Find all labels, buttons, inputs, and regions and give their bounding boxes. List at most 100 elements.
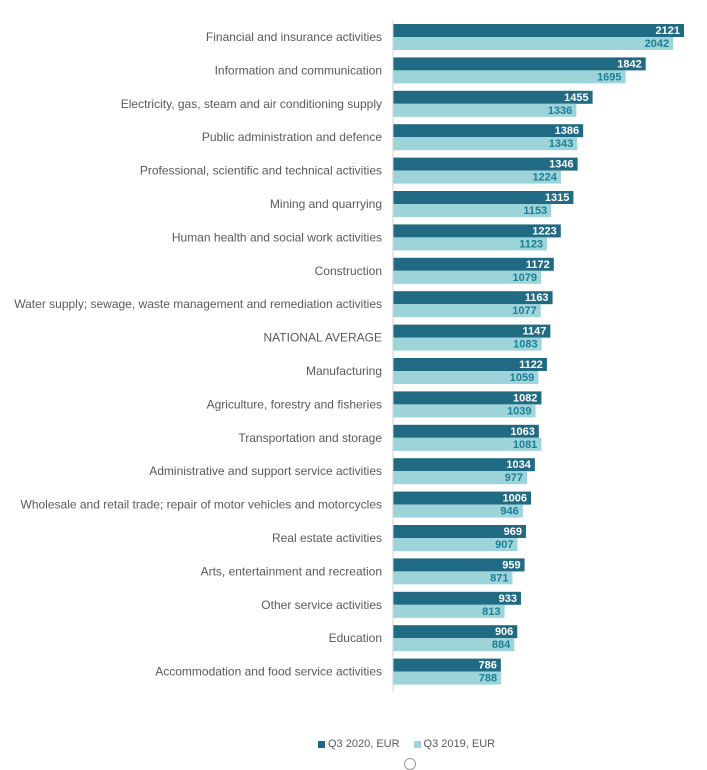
- data-label-q3-2019-construction: 1079: [513, 272, 537, 284]
- data-label-q3-2019-national-average: 1083: [513, 339, 537, 351]
- category-label-education: Education: [329, 631, 382, 645]
- data-label-q3-2020-arts-entertainment-and-recreation: 959: [502, 559, 520, 571]
- data-label-q3-2020-accommodation-and-food-service-activities: 786: [478, 660, 496, 672]
- data-label-q3-2020-transportation-and-storage: 1063: [510, 426, 534, 438]
- category-label-water-supply-sewage-waste-management-and-remediation-activities: Water supply; sewage, waste management a…: [14, 297, 382, 311]
- bar-q3-2019-transportation-and-storage: [393, 437, 542, 451]
- bar-q3-2019-financial-and-insurance-activities: [393, 37, 674, 50]
- category-label-professional-scientific-and-technical-activities: Professional, scientific and technical a…: [140, 164, 382, 178]
- category-label-wholesale-and-retail-trade-repair-of-motor-vehicles-and-motorcycles: Wholesale and retail trade; repair of mo…: [21, 498, 383, 512]
- bar-q3-2020-information-and-communication: [393, 57, 646, 71]
- bar-q3-2019-national-average: [393, 337, 542, 351]
- data-label-q3-2019-mining-and-quarrying: 1153: [523, 205, 547, 217]
- legend-label-q3-2019: Q3 2019, EUR: [423, 738, 496, 750]
- bar-q3-2020-education: [393, 625, 518, 639]
- category-label-mining-and-quarrying: Mining and quarrying: [270, 197, 382, 211]
- bar-q3-2019-accommodation-and-food-service-activities: [393, 671, 502, 685]
- data-label-q3-2019-accommodation-and-food-service-activities: 788: [479, 673, 497, 685]
- data-label-q3-2019-administrative-and-support-service-activities: 977: [505, 472, 523, 484]
- bar-q3-2020-national-average: [393, 324, 551, 338]
- category-label-national-average: NATIONAL AVERAGE: [264, 331, 382, 345]
- data-label-q3-2020-public-administration-and-defence: 1386: [555, 125, 579, 137]
- data-label-q3-2020-electricity-gas-steam-and-air-conditioning-supply: 1455: [564, 92, 588, 104]
- bar-q3-2020-public-administration-and-defence: [393, 124, 584, 138]
- legend-item-q3-2020: Q3 2020, EUR: [318, 738, 400, 750]
- bar-q3-2020-manufacturing: [393, 358, 547, 371]
- category-label-construction: Construction: [315, 264, 382, 278]
- data-label-q3-2020-agriculture-forestry-and-fisheries: 1082: [513, 392, 537, 404]
- data-label-q3-2019-real-estate-activities: 907: [495, 539, 513, 551]
- bar-q3-2020-arts-entertainment-and-recreation: [393, 558, 525, 572]
- legend-swatch-q3-2020: [318, 740, 325, 748]
- bar-q3-2019-electricity-gas-steam-and-air-conditioning-supply: [393, 103, 577, 117]
- bar-q3-2019-mining-and-quarrying: [393, 204, 552, 217]
- data-label-q3-2020-other-service-activities: 933: [499, 593, 517, 605]
- bar-q3-2019-construction: [393, 270, 542, 284]
- bar-q3-2019-information-and-communication: [393, 70, 626, 84]
- data-label-q3-2019-information-and-communication: 1695: [597, 71, 621, 83]
- bar-q3-2020-electricity-gas-steam-and-air-conditioning-supply: [393, 90, 593, 104]
- bar-q3-2020-financial-and-insurance-activities: [393, 24, 684, 37]
- data-label-q3-2020-water-supply-sewage-waste-management-and-remediation-activities: 1163: [525, 292, 549, 304]
- bar-q3-2019-agriculture-forestry-and-fisheries: [393, 404, 536, 418]
- category-label-transportation-and-storage: Transportation and storage: [238, 431, 382, 445]
- data-label-q3-2020-financial-and-insurance-activities: 2121: [656, 25, 680, 37]
- legend-swatch-q3-2019: [413, 740, 421, 748]
- data-label-q3-2019-wholesale-and-retail-trade-repair-of-motor-vehicles-and-motorcycles: 946: [500, 506, 518, 518]
- bar-q3-2020-mining-and-quarrying: [393, 191, 574, 204]
- data-label-q3-2019-transportation-and-storage: 1081: [513, 439, 537, 451]
- category-label-information-and-communication: Information and communication: [215, 63, 382, 77]
- bar-q3-2019-professional-scientific-and-technical-activities: [393, 170, 561, 184]
- data-label-q3-2020-mining-and-quarrying: 1315: [545, 192, 569, 204]
- bar-q3-2019-education: [393, 638, 515, 652]
- data-label-q3-2020-professional-scientific-and-technical-activities: 1346: [549, 159, 573, 171]
- bar-q3-2019-real-estate-activities: [393, 538, 518, 551]
- bar-q3-2019-arts-entertainment-and-recreation: [393, 571, 513, 585]
- bar-q3-2020-administrative-and-support-service-activities: [393, 458, 535, 472]
- data-label-q3-2020-education: 906: [495, 626, 513, 638]
- category-label-arts-entertainment-and-recreation: Arts, entertainment and recreation: [201, 564, 382, 578]
- data-label-q3-2020-real-estate-activities: 969: [504, 526, 522, 538]
- data-label-q3-2019-public-administration-and-defence: 1343: [549, 138, 573, 150]
- data-label-q3-2019-education: 884: [492, 639, 511, 651]
- data-label-q3-2019-manufacturing: 1059: [510, 372, 534, 384]
- bar-q3-2020-real-estate-activities: [393, 525, 526, 538]
- legend: Q3 2020, EUR Q3 2019, EUR: [318, 738, 495, 750]
- data-label-q3-2019-electricity-gas-steam-and-air-conditioning-supply: 1336: [548, 105, 572, 117]
- bar-q3-2019-other-service-activities: [393, 604, 505, 618]
- data-label-q3-2020-construction: 1172: [526, 259, 550, 271]
- category-label-financial-and-insurance-activities: Financial and insurance activities: [206, 30, 382, 44]
- bar-q3-2020-other-service-activities: [393, 591, 522, 605]
- bar-q3-2020-human-health-and-social-work-activities: [393, 224, 561, 238]
- category-labels: Financial and insurance activities Inform…: [14, 30, 382, 679]
- category-label-public-administration-and-defence: Public administration and defence: [202, 130, 382, 144]
- category-label-accommodation-and-food-service-activities: Accommodation and food service activitie…: [155, 665, 382, 679]
- data-label-q3-2019-professional-scientific-and-technical-activities: 1224: [532, 172, 557, 184]
- data-label-q3-2019-other-service-activities: 813: [482, 606, 500, 618]
- data-label-q3-2019-arts-entertainment-and-recreation: 871: [490, 572, 508, 584]
- bar-q3-2020-agriculture-forestry-and-fisheries: [393, 391, 542, 405]
- bar-q3-2019-water-supply-sewage-waste-management-and-remediation-activities: [393, 304, 541, 318]
- category-label-human-health-and-social-work-activities: Human health and social work activities: [172, 230, 382, 244]
- data-label-q3-2020-administrative-and-support-service-activities: 1034: [506, 459, 531, 471]
- data-label-q3-2019-agriculture-forestry-and-fisheries: 1039: [507, 405, 531, 417]
- legend-label-q3-2020: Q3 2020, EUR: [328, 738, 400, 750]
- bar-q3-2020-professional-scientific-and-technical-activities: [393, 157, 578, 171]
- category-label-manufacturing: Manufacturing: [306, 364, 382, 378]
- bar-q3-2019-public-administration-and-defence: [393, 137, 578, 151]
- bar-q3-2020-construction: [393, 257, 554, 271]
- bar-q3-2019-wholesale-and-retail-trade-repair-of-motor-vehicles-and-motorcycles: [393, 504, 523, 518]
- bar-q3-2020-transportation-and-storage: [393, 424, 539, 438]
- bar-q3-2020-wholesale-and-retail-trade-repair-of-motor-vehicles-and-motorcycles: [393, 491, 532, 505]
- category-label-administrative-and-support-service-activities: Administrative and support service activ…: [149, 464, 382, 478]
- category-label-agriculture-forestry-and-fisheries: Agriculture, forestry and fisheries: [207, 397, 382, 411]
- data-label-q3-2019-water-supply-sewage-waste-management-and-remediation-activities: 1077: [512, 305, 536, 317]
- bar-q3-2019-manufacturing: [393, 371, 539, 384]
- data-label-q3-2020-human-health-and-social-work-activities: 1223: [532, 225, 556, 237]
- footer-circle-icon: [404, 758, 416, 770]
- bar-q3-2019-administrative-and-support-service-activities: [393, 471, 528, 485]
- bar-q3-2020-accommodation-and-food-service-activities: [393, 658, 501, 672]
- data-label-q3-2020-information-and-communication: 1842: [617, 58, 641, 70]
